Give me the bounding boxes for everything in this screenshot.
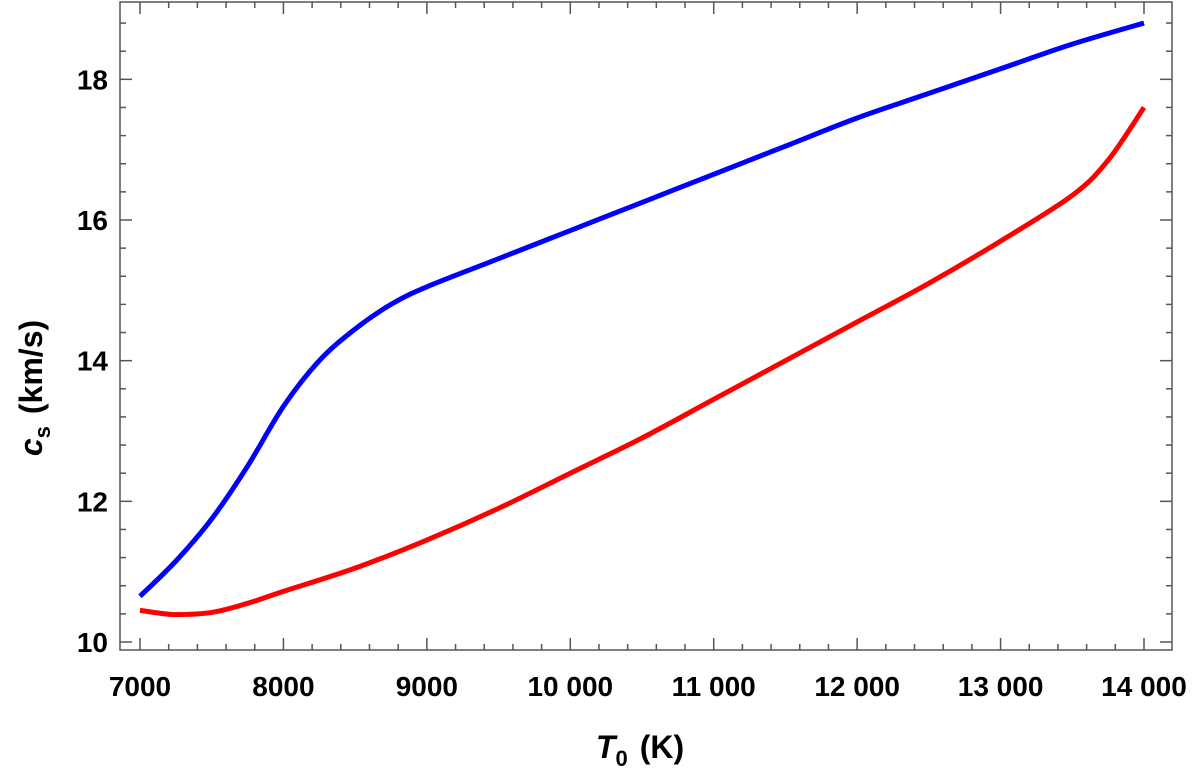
tick-labels: 7000 8000 9000 10 000 11 000 12 000 13 000 14 0… [77,64,1187,702]
x-tick-label: 8000 [252,671,314,702]
x-tick-label: 11 000 [672,671,756,702]
y-axis-unit: (km/s) [13,320,49,414]
y-tick-label: 18 [77,64,108,95]
plot-frame [119,1,1173,651]
y-axis-subscript: s [30,426,55,438]
x-tick-label: 7000 [109,671,171,702]
y-tick-label: 12 [77,486,108,517]
y-axis-symbol: c [13,438,49,456]
series-line-blue [138,20,1145,599]
x-tick-label: 13 000 [958,671,1044,702]
y-tick-label: 16 [77,205,108,236]
x-tick-label: 12 000 [814,671,900,702]
series-group [138,20,1147,618]
series-line-red [139,106,1147,618]
y-axis-title: cs (km/s) [13,320,55,456]
x-tick-label: 9000 [396,671,458,702]
x-tick-label: 14 000 [1101,671,1187,702]
ticks [120,2,1172,650]
x-axis-symbol: T [596,729,618,765]
x-axis-subscript: 0 [615,746,627,771]
x-tick-label: 10 000 [527,671,613,702]
x-axis-unit: (K) [640,729,684,765]
x-axis-title: T0 (K) [596,729,684,771]
y-tick-label: 10 [77,627,108,658]
y-tick-label: 14 [77,346,109,377]
